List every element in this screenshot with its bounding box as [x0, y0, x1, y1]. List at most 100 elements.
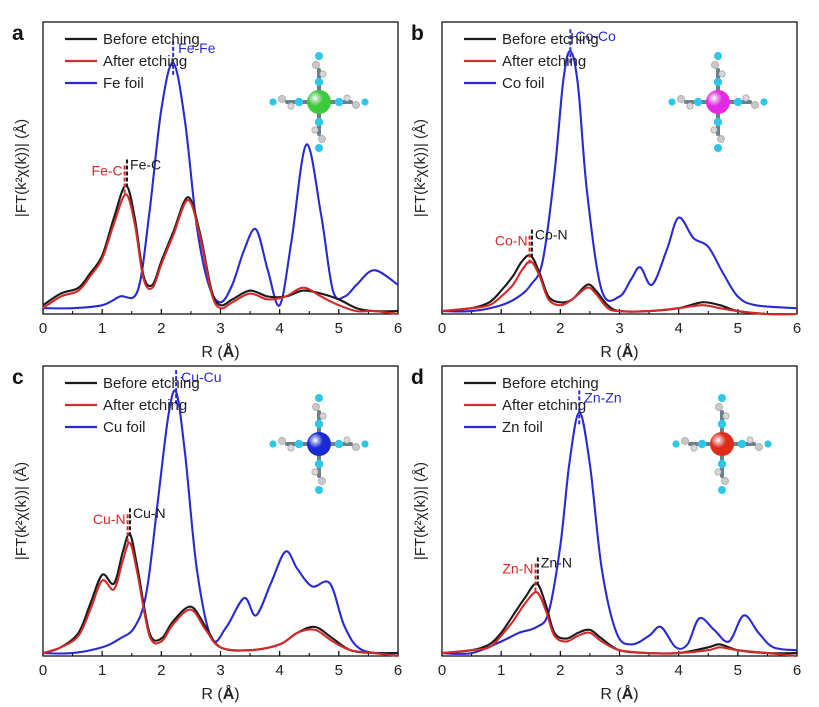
- nitrogen-atom: [737, 439, 747, 449]
- panel-c: 0 1 2 3 4 5 6 R (Å) |FT(k²χ(k))| (Å) c Cu-Cu Cu-N Cu…: [12, 365, 402, 703]
- hydrogen-atom: [343, 94, 351, 102]
- x-axis-label: R (Å): [600, 684, 638, 703]
- peak-annotation-label: Fe-Fe: [178, 40, 216, 56]
- x-tick-label: 6: [793, 320, 801, 337]
- hydrogen-atom: [319, 70, 327, 78]
- x-axis-label: R (Å): [201, 342, 239, 361]
- x-tick-label: 0: [438, 320, 446, 337]
- legend-label: Before etching: [502, 375, 599, 392]
- molecule-inset-icon: [269, 52, 369, 152]
- x-tick-label: 3: [216, 320, 224, 337]
- molecule-inset-icon: [672, 394, 772, 494]
- series-line-foil: [42, 61, 399, 310]
- peak-annotation-label: Fe-C: [92, 163, 123, 179]
- series-line-after: [441, 591, 798, 658]
- plot-frame: [441, 365, 798, 657]
- legend-label: Co foil: [502, 75, 545, 92]
- x-tick-label: 2: [556, 320, 564, 337]
- metal-center-atom: [710, 432, 734, 456]
- x-tick-label: 1: [497, 320, 505, 337]
- x-tick-label: 3: [216, 662, 224, 679]
- x-tick-label: 3: [615, 662, 623, 679]
- legend-label: Before etching: [502, 31, 599, 48]
- hydrogen-atom: [287, 102, 295, 110]
- hydrogen-atom: [311, 468, 319, 476]
- x-tick-label: 6: [793, 662, 801, 679]
- nitrogen-atom: [714, 52, 722, 60]
- series-line-after: [42, 541, 399, 658]
- x-tick-label: 6: [394, 320, 402, 337]
- nitrogen-atom: [718, 486, 726, 494]
- x-tick-label: 5: [335, 320, 343, 337]
- nitrogen-atom: [315, 394, 323, 402]
- hydrogen-atom: [312, 403, 320, 411]
- nitrogen-atom: [269, 440, 277, 448]
- peak-annotation-label: Co-N: [495, 233, 528, 249]
- x-tick-label: 2: [556, 662, 564, 679]
- nitrogen-atom: [294, 97, 304, 107]
- nitrogen-atom: [315, 52, 323, 60]
- peak-annotation-label: Zn-N: [502, 561, 533, 577]
- x-tick-label: 4: [275, 662, 283, 679]
- x-tick-label: 2: [157, 320, 165, 337]
- x-tick-label: 5: [734, 662, 742, 679]
- metal-center-atom: [706, 90, 730, 114]
- x-tick-label: 3: [615, 320, 623, 337]
- hydrogen-atom: [352, 443, 360, 451]
- nitrogen-atom: [714, 144, 722, 152]
- y-axis-label: |FT(k²χ(k))| (Å): [412, 119, 429, 217]
- hydrogen-atom: [755, 443, 763, 451]
- peak-annotation-label: Zn-N: [541, 555, 572, 571]
- hydrogen-atom: [717, 135, 725, 143]
- nitrogen-atom: [314, 77, 324, 87]
- y-axis-label: |FT(k²χ(k))| (Å): [13, 119, 30, 217]
- peak-annotation-label: Co-Co: [575, 28, 616, 44]
- nitrogen-atom: [717, 419, 727, 429]
- hydrogen-atom: [721, 477, 729, 485]
- nitrogen-atom: [334, 97, 344, 107]
- legend-label: Fe foil: [103, 75, 144, 92]
- nitrogen-atom: [668, 98, 676, 106]
- plot-frame: [441, 21, 798, 315]
- series-line-foil: [441, 411, 798, 655]
- nitrogen-atom: [314, 419, 324, 429]
- hydrogen-atom: [319, 412, 327, 420]
- legend-label: After etching: [103, 53, 187, 70]
- y-axis-label: |FT(k²χ(k))| (Å): [412, 462, 429, 560]
- hydrogen-atom: [690, 444, 698, 452]
- peak-annotation-label: Co-N: [535, 227, 568, 243]
- series-line-before: [441, 582, 798, 655]
- hydrogen-atom: [718, 70, 726, 78]
- nitrogen-atom: [314, 459, 324, 469]
- nitrogen-atom: [713, 77, 723, 87]
- nitrogen-atom: [315, 486, 323, 494]
- peak-annotation-label: Fe-C: [130, 157, 161, 173]
- hydrogen-atom: [318, 135, 326, 143]
- nitrogen-atom: [672, 440, 680, 448]
- x-tick-label: 1: [98, 662, 106, 679]
- nitrogen-atom: [294, 439, 304, 449]
- hydrogen-atom: [742, 94, 750, 102]
- series-line-foil: [42, 389, 399, 655]
- legend-label: Cu foil: [103, 419, 146, 436]
- x-tick-label: 1: [497, 662, 505, 679]
- nitrogen-atom: [717, 459, 727, 469]
- nitrogen-atom: [693, 97, 703, 107]
- peak-annotation-label: Cu-N: [133, 505, 166, 521]
- hydrogen-atom: [711, 61, 719, 69]
- nitrogen-atom: [334, 439, 344, 449]
- nitrogen-atom: [718, 394, 726, 402]
- x-tick-label: 6: [394, 662, 402, 679]
- x-tick-label: 5: [734, 320, 742, 337]
- panel-d: 0 1 2 3 4 5 6 R (Å) |FT(k²χ(k))| (Å) d Zn-Zn Zn-N Zn…: [411, 365, 801, 703]
- series-line-before: [441, 254, 798, 316]
- panel-letter: b: [411, 22, 424, 45]
- x-tick-label: 5: [335, 662, 343, 679]
- legend-label: Zn foil: [502, 419, 543, 436]
- legend-label: After etching: [502, 397, 586, 414]
- hydrogen-atom: [746, 436, 754, 444]
- series-line-after: [42, 193, 399, 316]
- hydrogen-atom: [686, 102, 694, 110]
- nitrogen-atom: [733, 97, 743, 107]
